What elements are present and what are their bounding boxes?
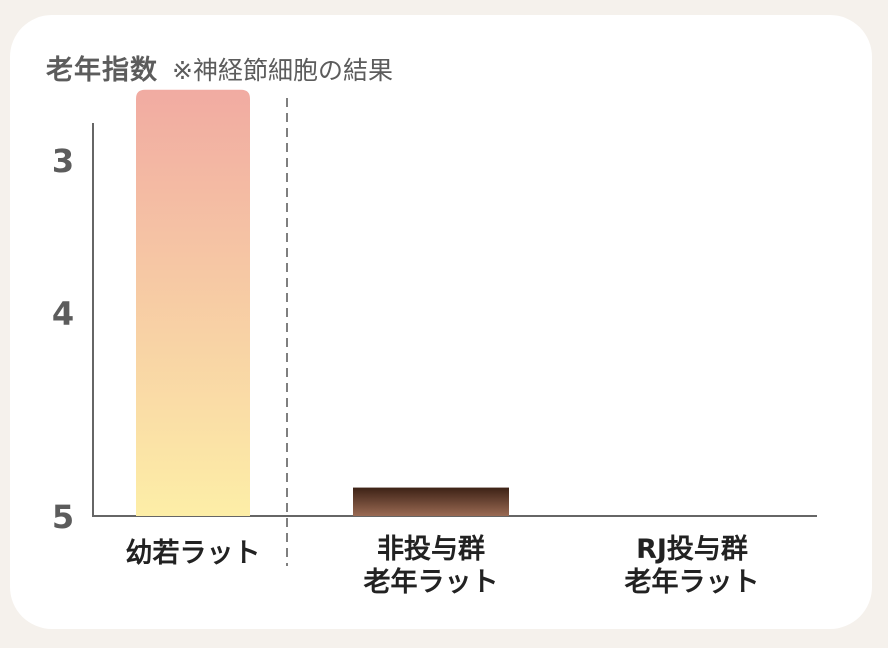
chart-header: 老年指数 ※神経節細胞の結果 xyxy=(46,48,393,87)
x-category-label: 幼若ラット xyxy=(126,538,261,569)
x-category-label: 老年ラット xyxy=(364,566,499,598)
chart-title: 老年指数 xyxy=(46,55,158,86)
x-category-label: 非投与群 xyxy=(377,534,485,565)
x-category-label: RJ投与群 xyxy=(636,534,748,565)
x-category-label: 老年ラット xyxy=(625,566,760,598)
bar-1 xyxy=(136,89,250,516)
y-tick-label: 5 xyxy=(52,498,74,536)
chart-subtitle: ※神経節細胞の結果 xyxy=(172,56,393,85)
y-tick-label: 4 xyxy=(52,295,74,333)
y-tick-label: 3 xyxy=(52,142,74,180)
bar-2 xyxy=(353,487,509,516)
